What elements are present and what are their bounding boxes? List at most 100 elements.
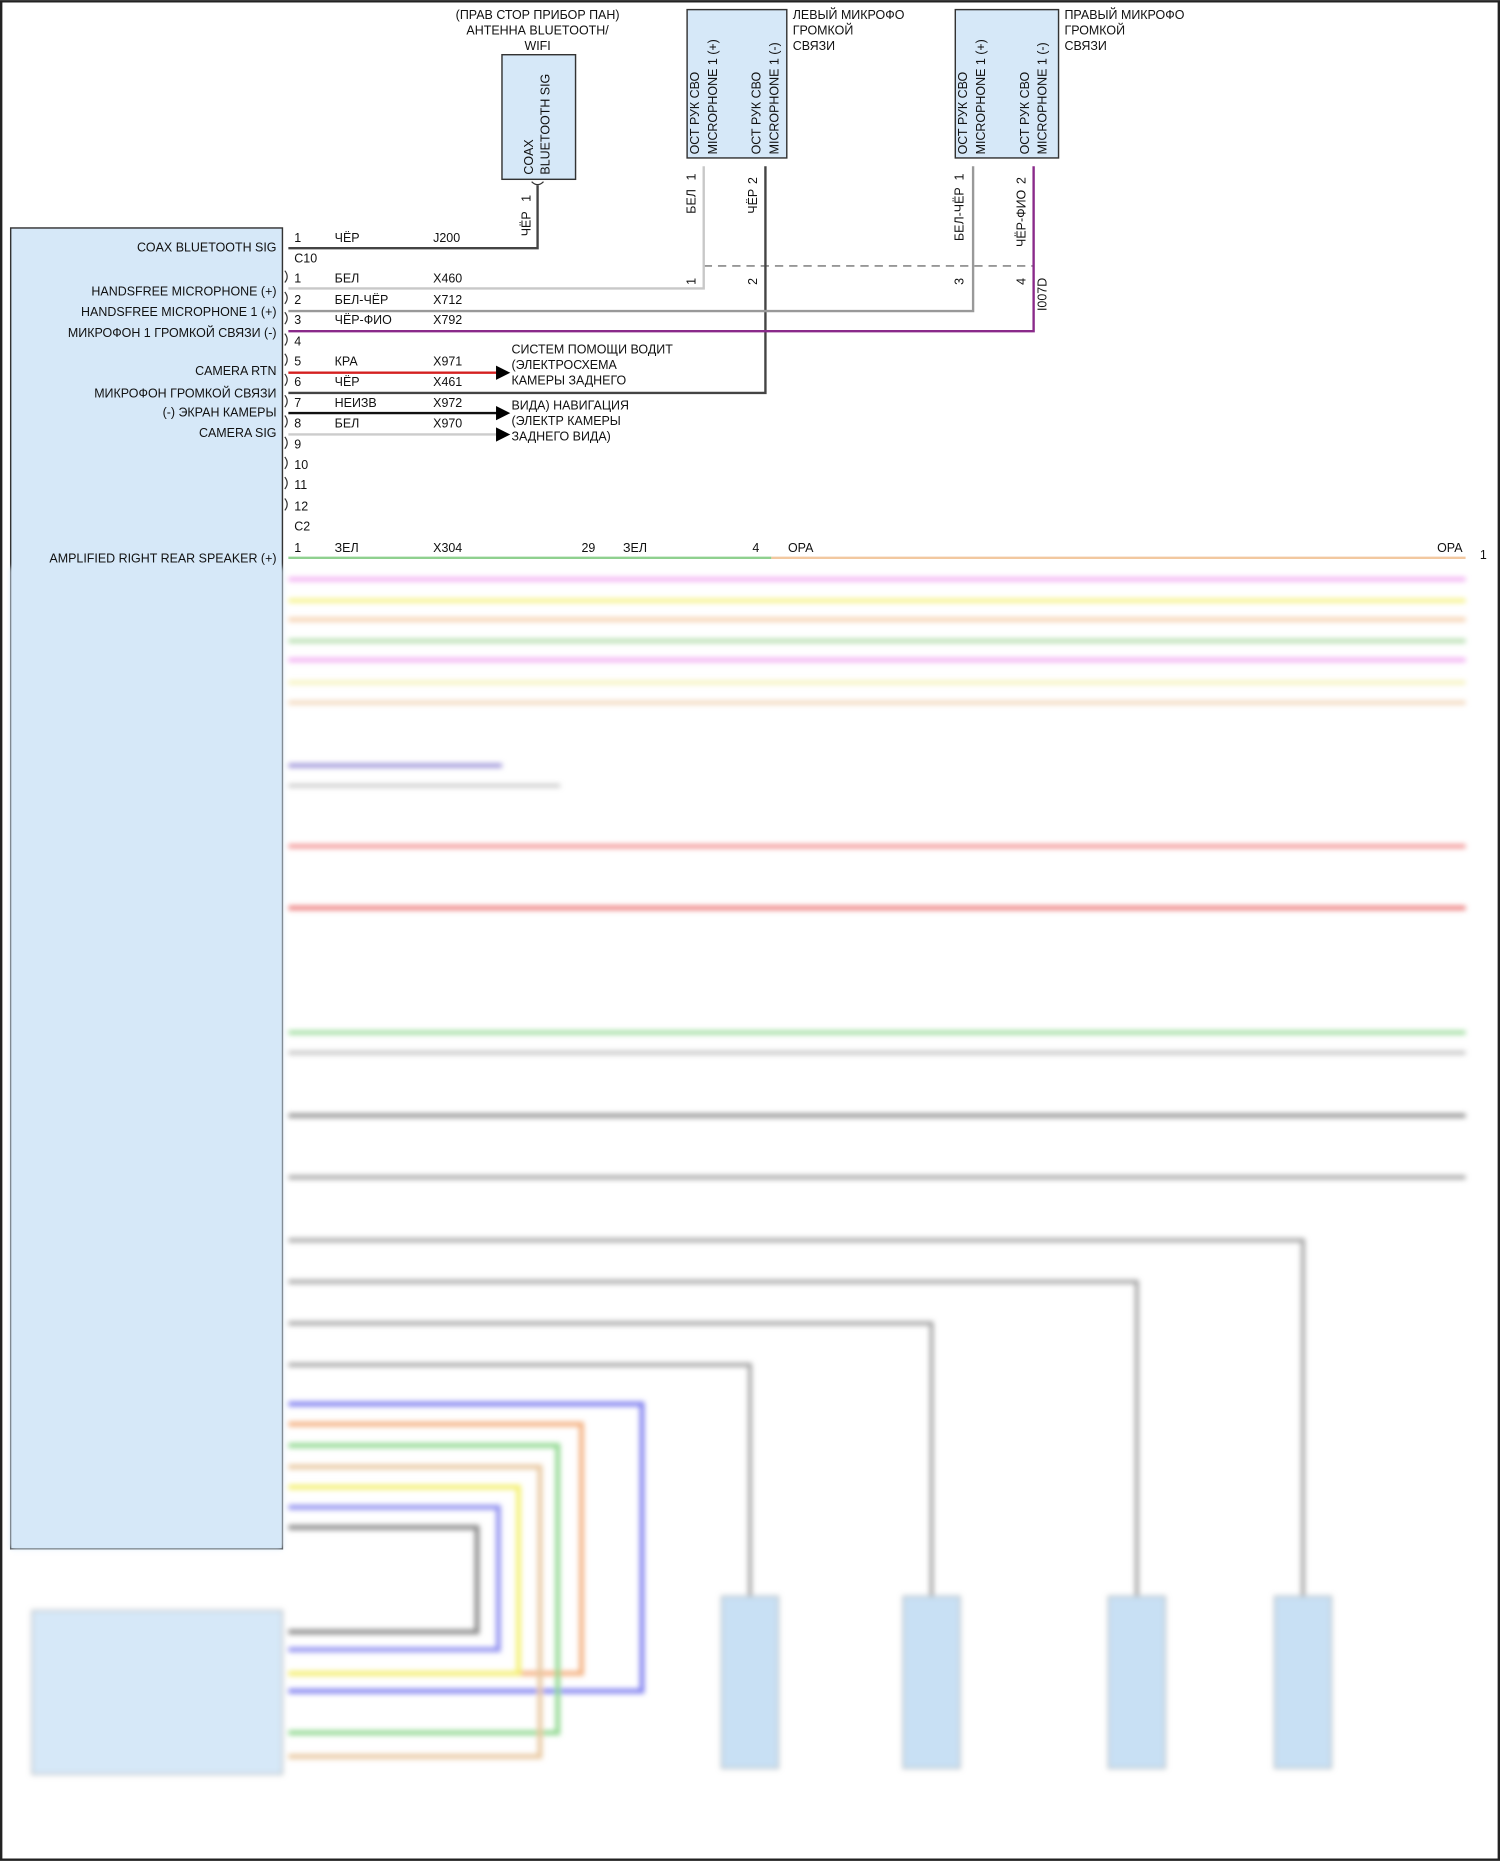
left-microphone: ЛЕВЫЙ МИКРОФО ГРОМКОЙ СВЯЗИ ОСТ РУК СВО … [684, 7, 904, 285]
pin-label: ОСТ РУК СВО [750, 72, 764, 155]
pin-connector [284, 291, 288, 305]
pin-connector [284, 311, 288, 325]
pin-connector [284, 270, 288, 283]
wire-color: ЧЁР [519, 211, 533, 236]
pin-label: MICROPHONE 1 (+) [706, 39, 720, 154]
wire [288, 1443, 561, 1736]
connector-id: I007D [1036, 278, 1050, 311]
right-mic-title: СВЯЗИ [1064, 39, 1106, 53]
pin-number: 3 [294, 313, 301, 327]
splice-pin: 3 [953, 278, 967, 285]
wire [288, 1363, 752, 1597]
connector-id: C2 [294, 520, 310, 534]
pin-number: 2 [1014, 177, 1028, 184]
speaker-component [720, 1595, 780, 1769]
wire [288, 1525, 480, 1635]
pin-connector [284, 456, 288, 470]
wire-x461 [288, 166, 767, 395]
pin-function-label: AMPLIFIED RIGHT REAR SPEAKER (+) [49, 552, 276, 566]
pin-label: MICROPHONE 1 (-) [767, 42, 781, 154]
module-lower [10, 567, 283, 1549]
lower-blurred-section [10, 567, 1466, 1775]
pin-label: ОСТ РУК СВО [1018, 72, 1032, 155]
pin-function-label: CAMERA SIG [199, 426, 277, 440]
wire [288, 1401, 645, 1694]
pin-function-label: МИКРОФОН 1 ГРОМКОЙ СВЯЗИ (-) [68, 325, 277, 340]
wire-color: БЕЛ [335, 272, 360, 286]
right-mic-title: ПРАВЫЙ МИКРОФО [1064, 7, 1184, 22]
circuit-id: X461 [433, 375, 462, 389]
pin-label: MICROPHONE 1 (+) [974, 39, 988, 154]
pin-number: 5 [294, 355, 301, 369]
pin-label: ОСТ РУК СВО [688, 72, 702, 155]
circuit-id: X971 [433, 355, 462, 369]
antenna-title: WIFI [524, 39, 550, 53]
right-mic-title: ГРОМКОЙ [1064, 23, 1125, 38]
pin-function-label: HANDSFREE MICROPHONE 1 (+) [81, 305, 276, 319]
pin-label: ОСТ РУК СВО [956, 72, 970, 155]
pin-label: BLUETOOTH SIG [538, 74, 552, 175]
pin-number: 1 [1480, 548, 1487, 562]
amplifier-component [31, 1609, 284, 1775]
pin-number: 7 [294, 396, 301, 410]
pin-function-label: CAMERA RTN [195, 364, 276, 378]
arrow-icon [496, 365, 511, 380]
wire-color: НЕИЗВ [335, 396, 377, 410]
wire-color: БЕЛ [684, 189, 698, 214]
wire-color: ЗЕЛ [623, 541, 647, 555]
left-mic-title: ГРОМКОЙ [793, 23, 854, 38]
pin-function-label: (-) ЭКРАН КАМЕРЫ [163, 406, 277, 420]
pin-number: 4 [294, 334, 301, 348]
pin-number: 1 [684, 174, 698, 181]
pin-label: COAX [522, 139, 536, 175]
destination-label: ЗАДНЕГО ВИДА) [511, 429, 610, 443]
destination-label: КАМЕРЫ ЗАДНЕГО [511, 374, 626, 388]
left-mic-title: ЛЕВЫЙ МИКРОФО [793, 7, 905, 22]
pin-function-label: HANDSFREE MICROPHONE (+) [91, 285, 276, 299]
wire-color: ЧЁР [335, 231, 360, 245]
wire-color: ЗЕЛ [335, 541, 359, 555]
splice-pin: 1 [684, 278, 698, 285]
destination-label: (ЭЛЕКТРОСХЕМА [511, 358, 617, 372]
left-mic-title: СВЯЗИ [793, 39, 835, 53]
splice-pin: 29 [581, 541, 595, 555]
connector-id: C10 [294, 251, 317, 265]
wire [288, 1504, 501, 1653]
wire-x712 [288, 166, 975, 313]
pin-function-label: МИКРОФОН ГРОМКОЙ СВЯЗИ [94, 386, 276, 401]
pin-number: 8 [294, 416, 301, 430]
pin-number: 9 [294, 438, 301, 452]
pin-number: 2 [294, 293, 301, 307]
pin-number: 10 [294, 458, 308, 472]
circuit-id: X972 [433, 396, 462, 410]
splice-pin: 2 [746, 278, 760, 285]
circuit-id: J200 [433, 231, 460, 245]
pin-number: 1 [294, 231, 301, 245]
wire-j200 [288, 185, 539, 250]
antenna-title: (ПРАВ СТОР ПРИБОР ПАН) [456, 8, 620, 22]
wire-color: ЧЁР [746, 189, 760, 214]
antenna-component: (ПРАВ СТОР ПРИБОР ПАН) АНТЕННА BLUETOOTH… [456, 8, 620, 236]
speaker-component [902, 1595, 961, 1769]
module-pins: COAX BLUETOOTH SIG 1 ЧЁР J200 C10 1 БЕЛ X460 HAN… [49, 231, 1486, 565]
pin-number: 1 [953, 174, 967, 181]
wire [288, 1279, 1139, 1597]
wire [288, 1238, 1305, 1597]
pin-number: 6 [294, 375, 301, 389]
destination-label: (ЭЛЕКТР КАМЕРЫ [511, 414, 620, 428]
pin-number: 2 [746, 177, 760, 184]
wire-x460 [288, 166, 705, 290]
pin-connector [284, 394, 288, 408]
wire-color: БЕЛ-ЧЁР [953, 187, 967, 241]
circuit-id: X304 [433, 541, 462, 555]
circuit-id: X460 [433, 272, 462, 286]
pin-connector [284, 476, 288, 490]
wire-color: БЕЛ-ЧЁР [335, 293, 389, 307]
splice-pin: 4 [1014, 278, 1028, 285]
wire-color: ОРА [1437, 541, 1463, 555]
pin-connector [284, 353, 288, 366]
wire-color: ЧЁР-ФИО [1014, 189, 1028, 246]
